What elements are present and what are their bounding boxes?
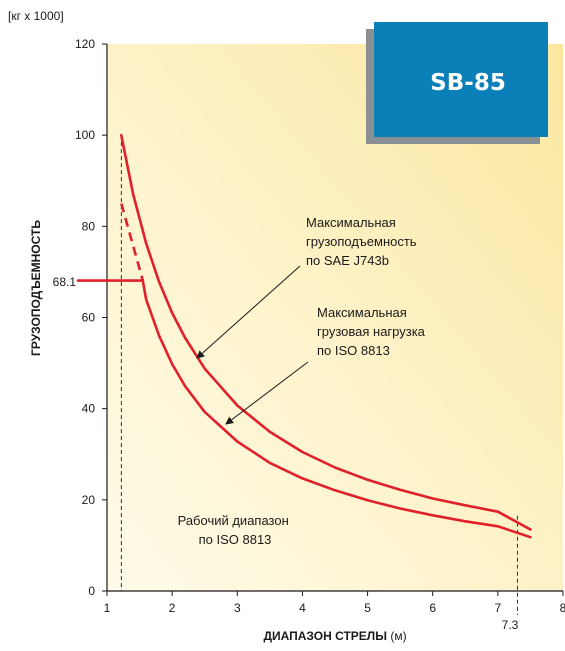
annotation-iso-line-2: грузовая нагрузка xyxy=(317,324,426,339)
x-axis-title-unit: (м) xyxy=(387,629,407,643)
annotation-arrows xyxy=(196,265,309,425)
x-tick-label: 2 xyxy=(169,601,176,615)
y-axis-title: ГРУЗОПОДЪЕМНОСТЬ xyxy=(29,220,43,356)
x-axis-title-main: ДИАПАЗОН СТРЕЛЫ xyxy=(263,629,387,643)
y-unit-label: [кг x 1000] xyxy=(8,9,64,23)
ref-x-value-label: 7.3 xyxy=(502,618,519,632)
y-tick-label: 60 xyxy=(82,311,96,325)
y-tick-label: 0 xyxy=(88,584,95,598)
annotation-sae: Максимальная грузоподъемность по SAE J74… xyxy=(306,215,420,268)
series-layer xyxy=(76,133,532,539)
y-tick-label: 80 xyxy=(82,219,96,233)
arrow-to-sae-curve xyxy=(196,265,301,359)
x-tick-label: 1 xyxy=(104,601,111,615)
annotation-iso-line-3: по ISO 8813 xyxy=(317,343,390,358)
y-tick-label: 20 xyxy=(82,493,96,507)
x-tick-label: 6 xyxy=(429,601,436,615)
x-tick-label: 5 xyxy=(364,601,371,615)
annotation-working-range: Рабочий диапазон по ISO 8813 xyxy=(178,513,293,547)
badge-box xyxy=(374,22,548,137)
annotation-sae-line-3: по SAE J743b xyxy=(306,253,389,268)
x-tick-label: 4 xyxy=(299,601,306,615)
annotation-range-line-1: Рабочий диапазон xyxy=(178,513,289,528)
annotation-sae-line-1: Максимальная xyxy=(306,215,396,230)
series-1-dashed-extension xyxy=(120,203,145,281)
annotation-range-line-2: по ISO 8813 xyxy=(199,532,272,547)
annotation-iso: Максимальная грузовая нагрузка по ISO 88… xyxy=(317,305,429,358)
x-tick-label: 8 xyxy=(560,601,565,615)
annotation-sae-line-2: грузоподъемность xyxy=(306,234,417,249)
badge: SB-85 xyxy=(366,22,548,144)
x-tick-label: 7 xyxy=(495,601,502,615)
x-axis-title: ДИАПАЗОН СТРЕЛЫ (м) xyxy=(263,629,406,643)
x-tick-label: 3 xyxy=(234,601,241,615)
arrow-to-iso-curve xyxy=(225,361,309,425)
annotation-iso-line-1: Максимальная xyxy=(317,305,407,320)
ref-y-value-label: 68.1 xyxy=(53,275,77,289)
y-tick-label: 100 xyxy=(75,128,95,142)
y-tick-label: 120 xyxy=(75,37,95,51)
chart-title: SB-85 xyxy=(430,70,506,96)
series-line-2 xyxy=(76,279,532,539)
series-line-1 xyxy=(120,133,532,531)
y-tick-label: 40 xyxy=(82,402,96,416)
